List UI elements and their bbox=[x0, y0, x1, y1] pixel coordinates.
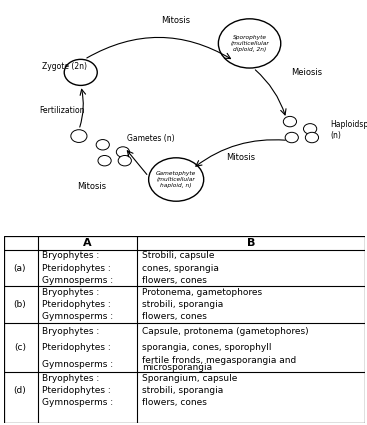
Text: A: A bbox=[83, 238, 92, 248]
Circle shape bbox=[71, 130, 87, 142]
Text: B: B bbox=[247, 238, 255, 248]
Text: Mitosis: Mitosis bbox=[77, 182, 106, 191]
Text: Mitosis: Mitosis bbox=[161, 16, 191, 25]
Text: (c): (c) bbox=[14, 343, 26, 352]
Text: Gymnosperms :: Gymnosperms : bbox=[42, 398, 113, 407]
Text: (a): (a) bbox=[14, 264, 26, 272]
Text: Fertilization: Fertilization bbox=[40, 105, 85, 114]
Circle shape bbox=[304, 124, 317, 134]
Text: flowers, cones: flowers, cones bbox=[142, 276, 207, 285]
Text: strobili, sporangia: strobili, sporangia bbox=[142, 386, 223, 395]
Circle shape bbox=[285, 132, 298, 143]
Circle shape bbox=[305, 132, 319, 143]
Text: Pteridophytes :: Pteridophytes : bbox=[42, 264, 111, 272]
Text: flowers, cones: flowers, cones bbox=[142, 398, 207, 407]
Circle shape bbox=[96, 139, 109, 150]
Text: cones, sporangia: cones, sporangia bbox=[142, 264, 219, 272]
Text: Gametes (n): Gametes (n) bbox=[127, 134, 174, 144]
Circle shape bbox=[98, 156, 111, 166]
Text: Sporophyte
(multicellular
diploid, 2n): Sporophyte (multicellular diploid, 2n) bbox=[230, 35, 269, 52]
Text: Pteridophytes :: Pteridophytes : bbox=[42, 386, 111, 395]
Text: Haploidspores
(n): Haploidspores (n) bbox=[330, 120, 367, 140]
Text: strobili, sporangia: strobili, sporangia bbox=[142, 300, 223, 309]
Text: fertile fronds, megasporangia and: fertile fronds, megasporangia and bbox=[142, 356, 296, 365]
Text: Bryophytes :: Bryophytes : bbox=[42, 288, 99, 297]
Circle shape bbox=[283, 116, 297, 127]
Text: (d): (d) bbox=[14, 386, 26, 395]
Text: Bryophytes :: Bryophytes : bbox=[42, 252, 99, 261]
Text: Sporangium, capsule: Sporangium, capsule bbox=[142, 374, 237, 383]
Text: flowers, cones: flowers, cones bbox=[142, 312, 207, 321]
Circle shape bbox=[118, 156, 131, 166]
Text: Gymnosperms :: Gymnosperms : bbox=[42, 276, 113, 285]
Circle shape bbox=[64, 60, 97, 85]
Circle shape bbox=[218, 19, 281, 68]
Circle shape bbox=[149, 158, 204, 201]
Text: Mitosis: Mitosis bbox=[226, 153, 255, 162]
Text: sporangia, cones, sporophyll: sporangia, cones, sporophyll bbox=[142, 343, 271, 352]
Text: Pteridophytes :: Pteridophytes : bbox=[42, 300, 111, 309]
Text: Strobili, capsule: Strobili, capsule bbox=[142, 252, 214, 261]
Circle shape bbox=[116, 147, 130, 157]
Text: Bryophytes :: Bryophytes : bbox=[42, 326, 99, 336]
Text: Protonema, gametophores: Protonema, gametophores bbox=[142, 288, 262, 297]
Text: Meiosis: Meiosis bbox=[291, 68, 322, 77]
Text: Gametophyte
(multicellular
haploid, n): Gametophyte (multicellular haploid, n) bbox=[156, 171, 196, 188]
Text: Gymnosperms :: Gymnosperms : bbox=[42, 312, 113, 321]
Text: Gymnosperms :: Gymnosperms : bbox=[42, 360, 113, 368]
Text: Zygote (2n): Zygote (2n) bbox=[42, 62, 87, 71]
Text: Capsule, protonema (gametophores): Capsule, protonema (gametophores) bbox=[142, 326, 308, 336]
Text: Pteridophytes :: Pteridophytes : bbox=[42, 343, 111, 352]
Text: (b): (b) bbox=[14, 300, 26, 309]
Text: Bryophytes :: Bryophytes : bbox=[42, 374, 99, 383]
Text: microsporangia: microsporangia bbox=[142, 363, 212, 372]
